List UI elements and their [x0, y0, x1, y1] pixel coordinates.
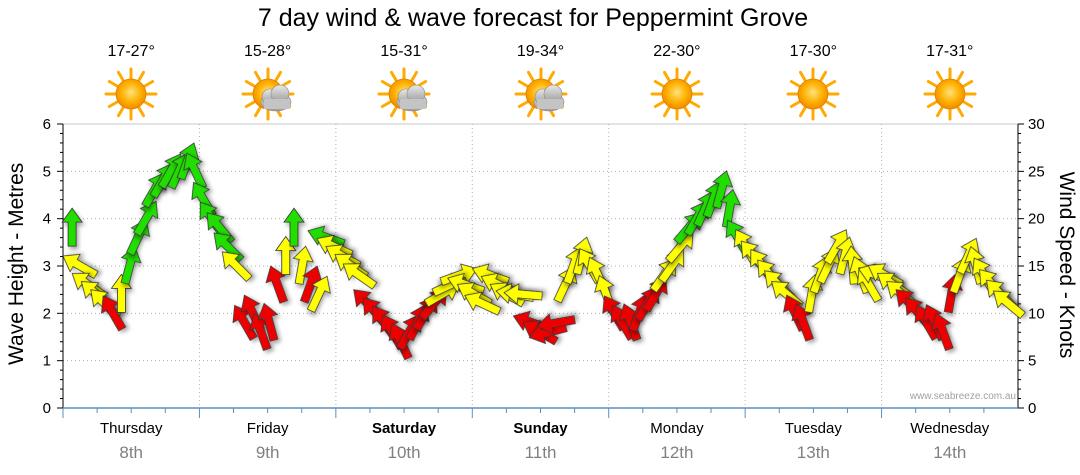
sun-cloud-icon	[241, 67, 295, 121]
left-tick-label: 2	[43, 305, 51, 322]
wind-arrow	[283, 207, 305, 247]
wind-arrow-shape	[931, 312, 954, 352]
wind-arrow	[61, 207, 83, 247]
left-axis-label: Wave Height - Metres	[5, 162, 28, 365]
day-date: 11th	[524, 443, 557, 462]
right-tick-label: 30	[1028, 116, 1045, 133]
left-tick-label: 1	[43, 353, 51, 370]
wind-arrow	[120, 246, 142, 285]
wind-arrow	[342, 263, 378, 290]
right-tick-label: 25	[1028, 163, 1045, 180]
wind-arrow	[265, 265, 288, 304]
wind-arrow	[306, 275, 331, 313]
wind-arrow	[133, 200, 159, 237]
wind-arrow	[536, 313, 576, 335]
wind-arrow-shape	[265, 265, 288, 304]
watermark: www.seabreeze.com.au	[909, 391, 1016, 402]
wind-arrow	[993, 290, 1026, 320]
day-name: Wednesday	[910, 420, 990, 437]
day-name: Monday	[650, 420, 704, 437]
wind-arrow-shape	[306, 275, 331, 313]
day-date: 10th	[387, 443, 421, 462]
wind-arrow-shape	[61, 207, 83, 247]
wind-arrow-shape	[283, 207, 305, 247]
wind-arrow-shape	[503, 283, 543, 305]
wind-arrow	[257, 302, 279, 342]
sun-cloud-icon	[514, 67, 567, 121]
right-axis-label: Wind Speed - Knots	[1055, 171, 1078, 359]
day-name: Tuesday	[784, 420, 842, 437]
wind-arrow-shape	[62, 253, 99, 280]
sun-icon	[104, 67, 158, 121]
day-temp-range: 17-27°	[107, 43, 155, 60]
day-date: 8th	[119, 443, 144, 462]
sun-icon	[650, 67, 704, 121]
wind-arrow	[931, 312, 954, 352]
day-temp-range: 17-30°	[789, 43, 837, 60]
day-temp-range: 22-30°	[653, 43, 701, 60]
day-date: 13th	[796, 443, 830, 462]
wind-arrow-shape	[120, 246, 142, 285]
wind-arrow-shape	[791, 303, 814, 342]
wind-arrow	[503, 283, 543, 305]
wind-arrow	[126, 218, 150, 257]
wind-arrow-shape	[292, 245, 314, 285]
day-name: Friday	[246, 420, 289, 437]
day-date: 14th	[933, 443, 967, 462]
day-name: Saturday	[371, 420, 437, 437]
wind-arrow-shape	[221, 251, 253, 283]
wind-arrow-shape	[712, 170, 734, 210]
right-tick-label: 0	[1028, 400, 1036, 417]
wind-arrow	[292, 245, 314, 285]
left-tick-label: 0	[43, 400, 51, 417]
wind-arrow-shape	[464, 291, 502, 316]
day-name: Thursday	[99, 420, 163, 437]
wind-arrow-shape	[993, 290, 1026, 320]
right-tick-label: 15	[1028, 258, 1045, 275]
wind-arrow-shape	[536, 313, 576, 335]
wind-arrow	[791, 303, 814, 342]
left-tick-label: 3	[43, 258, 51, 275]
right-tick-label: 20	[1028, 211, 1045, 228]
wind-arrow-shape	[719, 188, 742, 229]
sun-icon	[786, 67, 840, 121]
day-temp-range: 15-31°	[380, 43, 428, 60]
left-tick-label: 6	[43, 116, 51, 133]
day-date: 9th	[255, 443, 280, 462]
wind-arrow-shape	[257, 302, 279, 342]
wind-arrow	[712, 170, 734, 210]
day-temp-range: 17-31°	[926, 43, 974, 60]
right-tick-label: 5	[1028, 353, 1036, 370]
wind-arrow	[62, 253, 99, 280]
sun-cloud-icon	[377, 67, 431, 121]
wind-arrow	[221, 251, 253, 283]
day-name: Sunday	[513, 420, 568, 437]
wind-arrow-shape	[342, 263, 378, 290]
left-tick-label: 4	[43, 211, 51, 228]
day-date: 12th	[660, 443, 694, 462]
wind-arrow	[464, 291, 502, 316]
right-tick-label: 10	[1028, 305, 1045, 322]
wind-arrow-shape	[133, 200, 159, 237]
wind-arrow	[719, 188, 742, 229]
chart-title: 7 day wind & wave forecast for Peppermin…	[257, 4, 809, 32]
sun-icon	[923, 67, 977, 121]
day-temp-range: 15-28°	[243, 43, 292, 60]
left-tick-label: 5	[43, 163, 51, 180]
wind-arrow-shape	[126, 218, 150, 257]
day-temp-range: 19-34°	[516, 43, 565, 60]
